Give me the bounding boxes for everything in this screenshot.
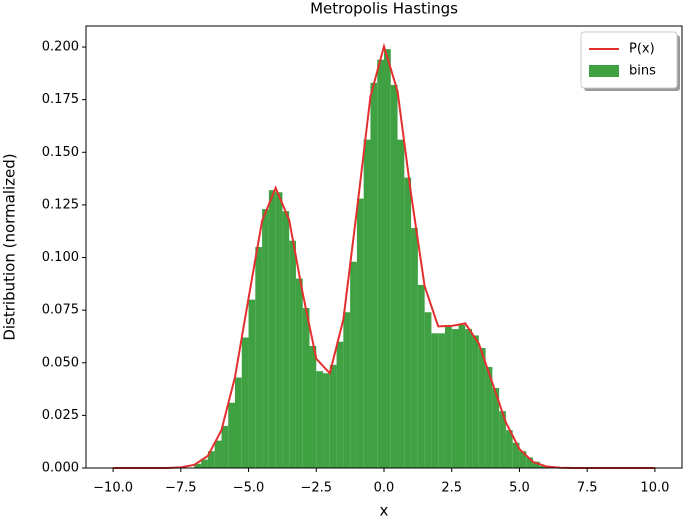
y-tick-label: 0.000 bbox=[42, 461, 79, 476]
histogram-bar bbox=[214, 440, 222, 468]
histogram-bar bbox=[262, 209, 269, 468]
legend-box bbox=[580, 31, 678, 89]
histogram-bar bbox=[539, 465, 547, 468]
histogram-bar bbox=[519, 451, 527, 468]
x-tick-label: 5.0 bbox=[509, 481, 530, 496]
histogram-bar bbox=[194, 463, 202, 468]
histogram-bar bbox=[384, 49, 391, 469]
histogram-bar bbox=[295, 278, 303, 468]
y-tick-label: 0.175 bbox=[42, 92, 79, 107]
chart-title: Metropolis Hastings bbox=[310, 0, 458, 18]
histogram-bar bbox=[472, 335, 479, 468]
y-tick-label: 0.200 bbox=[42, 40, 79, 55]
x-tick-label: 2.5 bbox=[441, 481, 462, 496]
histogram-bar bbox=[499, 411, 506, 468]
histogram-bar bbox=[411, 228, 418, 468]
histogram-bar bbox=[431, 333, 439, 468]
histogram-bar bbox=[363, 139, 371, 468]
histogram-bar bbox=[350, 261, 357, 468]
histogram-bar bbox=[438, 333, 445, 468]
histogram-bar bbox=[207, 451, 215, 468]
y-tick-label: 0.150 bbox=[42, 145, 79, 160]
histogram-bar bbox=[289, 240, 296, 468]
histogram-bar bbox=[282, 211, 290, 468]
histogram-bar bbox=[356, 198, 364, 469]
x-tick-label: −2.5 bbox=[300, 481, 332, 496]
histogram-bar bbox=[512, 442, 520, 468]
histogram-bar bbox=[268, 190, 276, 468]
histogram-bar bbox=[302, 308, 310, 468]
histogram-bar bbox=[343, 312, 351, 468]
x-tick-label: 7.5 bbox=[577, 481, 598, 496]
histogram-bar bbox=[241, 337, 249, 468]
histogram-bar bbox=[370, 82, 378, 468]
histogram-bar bbox=[465, 329, 473, 468]
histogram-bar bbox=[336, 341, 344, 468]
x-tick-label: 0.0 bbox=[374, 481, 395, 496]
histogram-bar bbox=[485, 366, 493, 468]
histogram-bar bbox=[235, 377, 242, 468]
y-tick-label: 0.050 bbox=[42, 355, 79, 370]
legend-patch bbox=[589, 65, 619, 77]
x-tick-label: 10.0 bbox=[640, 481, 669, 496]
histogram-bar bbox=[316, 371, 324, 468]
legend: P(x) bins bbox=[580, 31, 680, 91]
x-tick-label: −5.0 bbox=[233, 481, 265, 496]
legend-label: bins bbox=[629, 64, 656, 79]
histogram-bar bbox=[275, 192, 283, 468]
histogram-bar bbox=[492, 388, 500, 468]
histogram-bar bbox=[221, 425, 229, 468]
histogram-bar bbox=[458, 324, 466, 468]
histogram-bar bbox=[451, 329, 459, 468]
histogram-bar bbox=[424, 312, 432, 468]
histogram-bar bbox=[377, 59, 384, 469]
x-tick-label: −10.0 bbox=[93, 481, 133, 496]
histogram-bar bbox=[505, 430, 513, 468]
histogram-bar bbox=[417, 284, 425, 468]
histogram-bar bbox=[404, 177, 412, 469]
legend-label: P(x) bbox=[629, 42, 655, 57]
histogram-bar bbox=[444, 326, 452, 468]
histogram-bar bbox=[329, 364, 337, 468]
histogram-bar bbox=[201, 459, 208, 468]
histogram-bar bbox=[309, 345, 317, 468]
y-axis-label: Distribution (normalized) bbox=[1, 153, 19, 340]
y-tick-label: 0.075 bbox=[42, 303, 79, 318]
histogram-bar bbox=[248, 299, 256, 468]
y-tick-label: 0.100 bbox=[42, 250, 79, 265]
histogram-bar bbox=[228, 402, 235, 468]
y-tick-label: 0.025 bbox=[42, 408, 79, 423]
histogram-bar bbox=[526, 457, 533, 468]
histogram-bar bbox=[390, 84, 398, 468]
histogram-bar bbox=[255, 247, 263, 468]
histogram-bar bbox=[533, 461, 540, 468]
x-axis-label: x bbox=[380, 502, 389, 518]
histogram-bar bbox=[397, 139, 405, 468]
histogram-bar bbox=[323, 373, 330, 468]
x-tick-label: −7.5 bbox=[165, 481, 197, 496]
y-tick-label: 0.125 bbox=[42, 197, 79, 212]
histogram-bar bbox=[478, 348, 486, 468]
